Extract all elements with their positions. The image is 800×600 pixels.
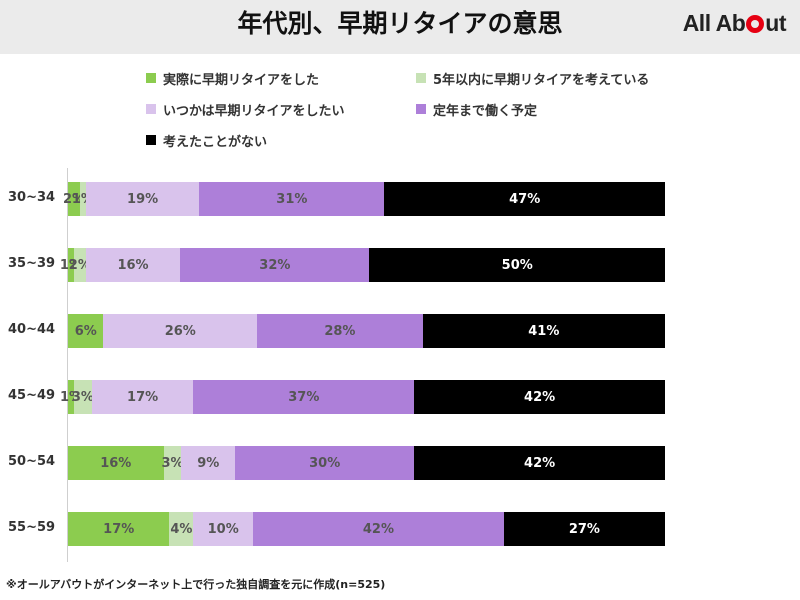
- legend-label: いつかは早期リタイアをしたい: [163, 103, 345, 119]
- data-label: 42%: [524, 455, 556, 471]
- legend-swatch: [416, 104, 426, 114]
- chart-legend: 実際に早期リタイアをした 5年以内に早期リタイアを考えている いつかは早期リタイ…: [146, 68, 706, 150]
- bar-segment: 47%: [384, 182, 665, 216]
- data-label: 42%: [524, 389, 556, 405]
- data-label: 32%: [259, 257, 291, 273]
- logo-text-right: ut: [765, 9, 786, 36]
- legend-item: 考えたことがない: [146, 130, 416, 150]
- category-label: 50~54: [8, 454, 56, 469]
- bar-segment: 16%: [68, 446, 164, 480]
- bar-segment: 28%: [257, 314, 423, 348]
- legend-swatch: [416, 73, 426, 83]
- bar-segment: 27%: [503, 512, 665, 546]
- data-label: 9%: [197, 455, 220, 471]
- bar-segment: 42%: [253, 512, 504, 546]
- category-label: 55~59: [8, 520, 56, 535]
- bar-segment: 4%: [169, 512, 194, 546]
- data-label: 47%: [509, 191, 541, 207]
- legend-label: 実際に早期リタイアをした: [163, 72, 320, 88]
- bar-segment: 41%: [422, 314, 665, 348]
- data-label: 50%: [501, 257, 533, 273]
- data-label: 2%: [62, 191, 86, 207]
- category-label: 40~44: [8, 322, 56, 337]
- data-label: 16%: [117, 257, 149, 273]
- bar-segment: 3%: [161, 446, 184, 480]
- bar-segment: 10%: [193, 512, 254, 546]
- bar-segment: 50%: [369, 248, 665, 282]
- legend-item: 5年以内に早期リタイアを考えている: [416, 68, 686, 88]
- bar-segment: 9%: [181, 446, 236, 480]
- bar-segment: 19%: [85, 182, 200, 216]
- bar-segment: 6%: [68, 314, 104, 348]
- data-label: 17%: [103, 521, 135, 537]
- legend-item: 定年まで働く予定: [416, 99, 686, 119]
- data-label: 30%: [309, 455, 341, 471]
- data-label: 16%: [100, 455, 132, 471]
- data-label: 19%: [127, 191, 159, 207]
- data-label: 27%: [568, 521, 600, 537]
- category-label: 35~39: [8, 256, 56, 271]
- bar-segment: 31%: [199, 182, 385, 216]
- data-label: 3%: [71, 389, 94, 405]
- legend-swatch: [146, 73, 156, 83]
- data-label: 26%: [164, 323, 196, 339]
- data-label: 17%: [127, 389, 159, 405]
- legend-swatch: [146, 104, 156, 114]
- legend-swatch: [146, 135, 156, 145]
- data-label: 4%: [170, 521, 193, 537]
- data-label: 6%: [74, 323, 97, 339]
- legend-item: 実際に早期リタイアをした: [146, 68, 416, 88]
- legend-label: 5年以内に早期リタイアを考えている: [433, 72, 650, 88]
- header-bar: [0, 0, 800, 54]
- category-axis-line: [67, 168, 68, 562]
- category-label: 45~49: [8, 388, 56, 403]
- legend-label: 定年まで働く予定: [433, 103, 538, 119]
- chart-title: 年代別、早期リタイアの意思: [237, 9, 563, 38]
- bar-segment: 2%: [69, 248, 91, 282]
- bar-segment: 32%: [180, 248, 370, 282]
- bar-segment: 42%: [414, 446, 665, 480]
- bar-segment: 17%: [91, 380, 194, 414]
- data-label: 28%: [324, 323, 356, 339]
- data-label: 10%: [207, 521, 239, 537]
- bar-segment: 17%: [68, 512, 170, 546]
- data-label: 37%: [288, 389, 320, 405]
- logo-text-left: All Ab: [682, 9, 746, 36]
- bar-segment: 26%: [103, 314, 258, 348]
- data-label: 31%: [276, 191, 308, 207]
- all-about-logo: All Ab ut: [682, 9, 787, 36]
- bar-segment: 42%: [414, 380, 665, 414]
- legend-label: 考えたことがない: [163, 134, 268, 150]
- bar-segment: 37%: [193, 380, 415, 414]
- data-label: 2%: [68, 257, 91, 273]
- category-label: 30~34: [8, 190, 56, 205]
- legend-item: いつかは早期リタイアをしたい: [146, 99, 416, 119]
- bar-segment: 16%: [85, 248, 181, 282]
- data-label: 41%: [528, 323, 560, 339]
- source-footnote: ※オールアバウトがインターネット上で行った独自調査を元に作成(n=525): [6, 578, 386, 591]
- bar-segment: 3%: [71, 380, 94, 414]
- logo-o-mark: [746, 15, 765, 33]
- data-label: 42%: [362, 521, 394, 537]
- data-label: 3%: [161, 455, 184, 471]
- bar-segment: 30%: [235, 446, 415, 480]
- bar-segment: 2%: [63, 182, 85, 216]
